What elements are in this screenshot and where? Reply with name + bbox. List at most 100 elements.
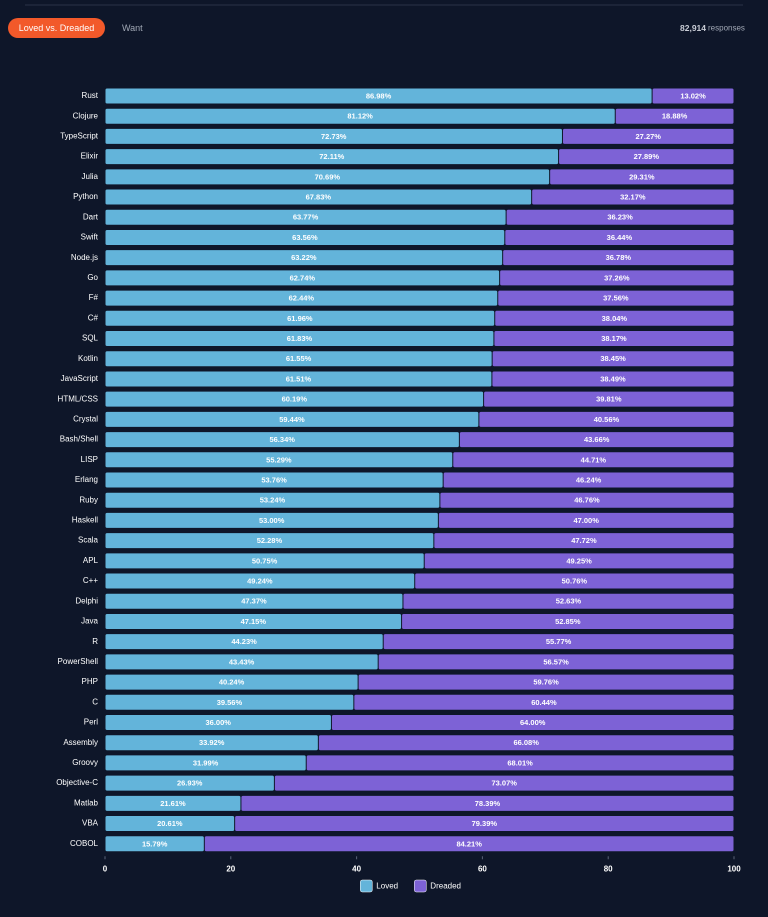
bar-segment xyxy=(424,553,734,569)
value-label: 73.07% xyxy=(491,779,517,788)
tab-label[interactable]: Want xyxy=(122,23,143,33)
bar-segment xyxy=(105,654,378,670)
value-label: 53.76% xyxy=(261,475,287,484)
value-label: 44.23% xyxy=(231,637,257,646)
value-label: 46.24% xyxy=(576,475,602,484)
bar-segment xyxy=(105,472,443,488)
value-label: 47.37% xyxy=(241,597,267,606)
x-tick-label: 60 xyxy=(478,864,487,873)
value-label: 60.19% xyxy=(282,395,308,404)
value-label: 38.17% xyxy=(601,334,627,343)
value-label: 86.98% xyxy=(366,91,392,100)
bar-segment xyxy=(105,553,424,569)
bar-segment xyxy=(105,391,484,407)
value-label: 13.02% xyxy=(680,91,706,100)
value-label: 26.93% xyxy=(177,779,203,788)
value-label: 59.44% xyxy=(279,415,305,424)
x-tick-label: 40 xyxy=(352,864,361,873)
value-label: 72.73% xyxy=(321,132,347,141)
value-label: 40.56% xyxy=(594,415,620,424)
value-label: 61.96% xyxy=(287,314,313,323)
bar-segment xyxy=(105,270,500,286)
response-label: responses xyxy=(708,24,745,33)
bar-segment xyxy=(559,149,734,165)
value-label: 56.57% xyxy=(543,657,569,666)
bar-segment xyxy=(105,88,652,104)
category-label: Groovy xyxy=(72,758,98,767)
value-label: 20.61% xyxy=(157,819,183,828)
category-label: Java xyxy=(81,617,98,626)
value-label: 27.27% xyxy=(636,132,662,141)
bar-segment xyxy=(306,755,734,771)
bar-segment xyxy=(440,492,734,508)
category-label: Haskell xyxy=(72,516,98,525)
legend-swatch xyxy=(414,879,427,893)
value-label: 36.44% xyxy=(607,233,633,242)
value-label: 62.74% xyxy=(290,273,316,282)
bar-segment xyxy=(459,432,734,448)
category-label: HTML/CSS xyxy=(58,394,98,403)
value-label: 38.45% xyxy=(600,354,626,363)
value-label: 32.17% xyxy=(620,193,646,202)
value-label: 47.72% xyxy=(571,536,597,545)
category-label: Dart xyxy=(83,212,99,221)
category-label: Crystal xyxy=(73,414,98,423)
value-label: 81.12% xyxy=(347,112,373,121)
value-label: 53.24% xyxy=(260,496,286,505)
value-label: 31.99% xyxy=(193,758,219,767)
bar-segment xyxy=(105,755,306,771)
bar-segment xyxy=(204,836,734,852)
bar-segment xyxy=(241,795,734,811)
category-label: Node.js xyxy=(71,253,98,262)
value-label: 70.69% xyxy=(315,172,341,181)
bar-segment xyxy=(453,452,734,468)
bar-segment xyxy=(550,169,734,185)
bar-segment xyxy=(492,351,734,367)
category-label: Objective-C xyxy=(56,778,98,787)
bar-segment xyxy=(105,229,505,245)
bar-segment xyxy=(443,472,734,488)
bar-segment xyxy=(105,290,498,306)
category-label: Matlab xyxy=(74,798,99,807)
value-label: 61.55% xyxy=(286,354,312,363)
bar-segment xyxy=(105,512,438,528)
value-label: 29.31% xyxy=(629,172,655,181)
value-label: 50.75% xyxy=(252,556,278,565)
bar-segment xyxy=(105,310,495,326)
bar-segment xyxy=(105,715,331,731)
tab-label[interactable]: Loved vs. Dreaded xyxy=(19,23,95,33)
tab-active[interactable] xyxy=(8,18,105,38)
bar-segment xyxy=(105,108,615,124)
bar-segment xyxy=(500,270,734,286)
value-label: 63.22% xyxy=(291,253,317,262)
category-label: C# xyxy=(88,313,99,322)
bar-segment xyxy=(105,351,492,367)
value-label: 15.79% xyxy=(142,839,168,848)
bar-segment xyxy=(105,492,440,508)
bar-segment xyxy=(105,411,479,427)
bar-segment xyxy=(105,189,532,205)
bar-segment xyxy=(331,715,734,731)
bar-segment xyxy=(105,149,559,165)
bar-segment xyxy=(105,169,550,185)
value-label: 39.56% xyxy=(217,698,243,707)
category-label: Python xyxy=(73,192,98,201)
category-label: R xyxy=(92,637,98,646)
category-label: VBA xyxy=(82,819,99,828)
bar-segment xyxy=(532,189,734,205)
value-label: 60.44% xyxy=(531,698,557,707)
category-label: Swift xyxy=(81,233,99,242)
category-label: C++ xyxy=(83,576,98,585)
bar-segment xyxy=(105,432,459,448)
bar-segment xyxy=(434,533,734,549)
value-label: 38.49% xyxy=(600,374,626,383)
bar-segment xyxy=(354,694,734,710)
legend-swatch xyxy=(360,879,373,893)
category-label: APL xyxy=(83,556,99,565)
value-label: 39.81% xyxy=(596,395,622,404)
value-label: 78.39% xyxy=(475,799,501,808)
value-label: 49.25% xyxy=(566,556,592,565)
value-label: 38.04% xyxy=(602,314,628,323)
bar-segment xyxy=(358,674,734,690)
value-label: 56.34% xyxy=(269,435,295,444)
